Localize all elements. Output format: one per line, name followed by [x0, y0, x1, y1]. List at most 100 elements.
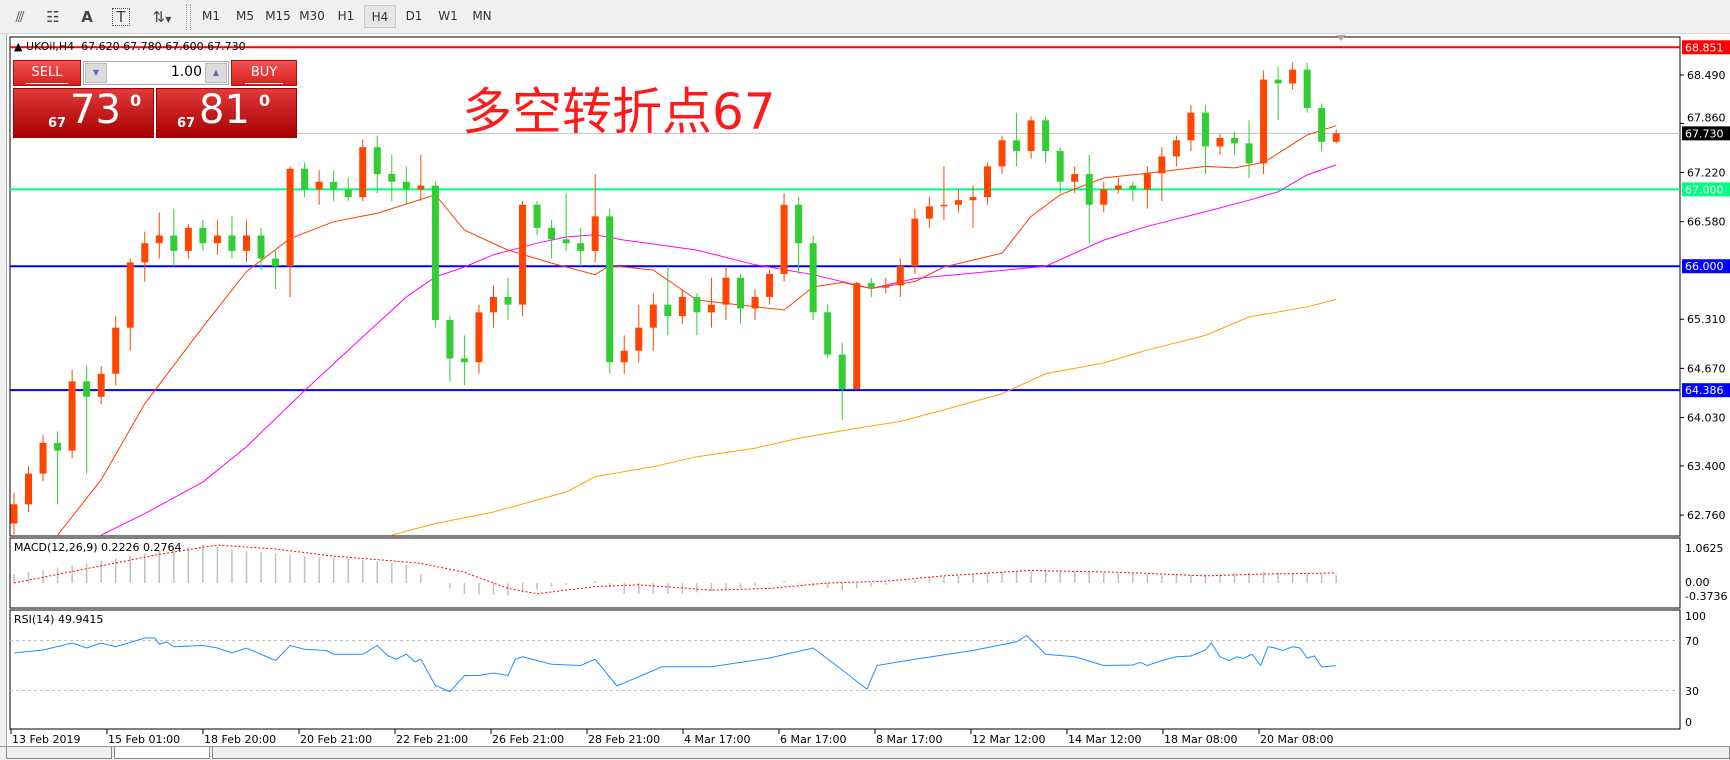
- candle-body: [417, 185, 425, 190]
- tab-timeframe-h1[interactable]: H1: [337, 9, 355, 23]
- tab-timeframe-h4[interactable]: H4: [364, 5, 396, 28]
- candle-body: [1129, 185, 1137, 190]
- tab-timeframe-m15[interactable]: M15: [265, 9, 291, 23]
- time-axis-label: 26 Feb 21:00: [492, 733, 564, 746]
- candle-body: [1332, 133, 1340, 142]
- candle-body: [1289, 69, 1297, 84]
- candle-body: [126, 262, 134, 328]
- buy-price-box[interactable]: 67 81 0: [156, 87, 297, 138]
- chart-annotation-text[interactable]: 多空转折点67: [462, 83, 776, 141]
- candle-body: [170, 235, 178, 251]
- price-axis-label: 67.860: [1687, 111, 1726, 124]
- price-level-badge: [1682, 40, 1730, 55]
- candle-body: [68, 381, 76, 451]
- candle-body: [315, 181, 323, 190]
- candle-body: [1158, 156, 1166, 174]
- candle-body: [388, 174, 396, 182]
- candle-body: [707, 304, 715, 313]
- price-plot: [10, 46, 1680, 536]
- lot-decrease-icon[interactable]: ▼: [85, 63, 107, 83]
- chart-tab-active[interactable]: [114, 747, 210, 759]
- text-icon[interactable]: A: [81, 8, 93, 26]
- time-axis-label: 14 Mar 12:00: [1068, 733, 1141, 746]
- candle-body: [591, 216, 599, 251]
- candle-body: [766, 273, 774, 297]
- candle-body: [10, 504, 18, 524]
- price-axis-label: 68.490: [1687, 69, 1726, 82]
- tab-timeframe-mn[interactable]: MN: [472, 9, 492, 23]
- grid-lines-icon[interactable]: ⫻: [15, 8, 25, 26]
- time-axis-label: 6 Mar 17:00: [780, 733, 846, 746]
- macd-label: MACD(12,26,9) 0.2226 0.2764: [14, 541, 182, 554]
- candle-body: [344, 189, 352, 198]
- candle-body: [620, 350, 628, 363]
- candle-body: [272, 258, 280, 267]
- price-level-label: 64.386: [1685, 384, 1724, 397]
- tab-timeframe-m1[interactable]: M1: [202, 9, 220, 23]
- buy-button[interactable]: BUY: [231, 60, 297, 86]
- time-axis-label: 20 Feb 21:00: [300, 733, 372, 746]
- price-level-label: 66.000: [1685, 260, 1724, 273]
- lot-size-value: 1.00: [170, 64, 202, 80]
- tab-timeframe-m5[interactable]: M5: [236, 9, 254, 23]
- chart-header: ▲ UKOil,H4 67.620 67.780 67.600 67.730: [14, 40, 246, 53]
- tab-timeframe-w1[interactable]: W1: [438, 9, 458, 23]
- candle-body: [301, 168, 309, 190]
- lot-increase-icon[interactable]: ▲: [205, 63, 227, 83]
- candle-body: [1143, 173, 1151, 190]
- sell-price-box[interactable]: 67 73 0: [13, 87, 154, 138]
- candle-body: [737, 277, 744, 309]
- candle-body: [1245, 143, 1253, 164]
- sell-button[interactable]: SELL: [13, 60, 81, 86]
- candle-body: [809, 243, 817, 313]
- candle-body: [213, 235, 221, 244]
- candle-body: [1201, 112, 1209, 147]
- candle-body: [533, 204, 541, 228]
- chart-tab[interactable]: [6, 747, 112, 759]
- arrows-dropdown-icon[interactable]: ⇅▼: [145, 6, 179, 28]
- lot-size-input[interactable]: ▼ 1.00 ▲: [83, 61, 229, 85]
- candle-body: [1114, 185, 1122, 190]
- candle-body: [577, 243, 585, 251]
- price-axis-label: 64.670: [1687, 362, 1726, 375]
- moving-average-mid: [100, 164, 1337, 536]
- sell-price-fraction: 0: [130, 91, 142, 110]
- rsi-axis-label: 70: [1685, 635, 1699, 648]
- candle-body: [54, 442, 62, 451]
- sell-label: SELL: [25, 63, 69, 84]
- candle-body: [402, 181, 410, 190]
- candle-body: [664, 304, 672, 317]
- tab-timeframe-d1[interactable]: D1: [405, 9, 423, 23]
- fibonacci-icon[interactable]: ☷: [46, 8, 60, 26]
- one-click-trading-panel: SELL ▼ 1.00 ▲ BUY 67 73 0 67 81 0: [13, 60, 297, 138]
- moving-average-slow: [391, 298, 1337, 536]
- candle-body: [460, 358, 468, 363]
- candle-body: [1027, 120, 1035, 152]
- chart-tab[interactable]: [212, 747, 1730, 759]
- candle-body: [838, 354, 846, 390]
- rsi-axis-label: 30: [1685, 685, 1699, 698]
- candle-body: [286, 168, 294, 267]
- time-axis-label: 18 Feb 20:00: [204, 733, 276, 746]
- candle-body: [1100, 189, 1108, 205]
- candle-body: [373, 147, 381, 175]
- time-axis-label: 28 Feb 21:00: [588, 733, 660, 746]
- price-level-label: 67.000: [1685, 183, 1724, 196]
- buy-price-big: 67: [177, 116, 196, 131]
- time-axis-label: 15 Feb 01:00: [108, 733, 180, 746]
- time-axis-label: 22 Feb 21:00: [396, 733, 468, 746]
- candle-body: [431, 185, 439, 320]
- macd-signal-line: [13, 544, 1337, 595]
- arrows-icon: ⇅: [152, 8, 166, 26]
- text-label-icon[interactable]: T: [112, 8, 130, 26]
- candle-body: [722, 277, 730, 305]
- time-axis-label: 18 Mar 08:00: [1164, 733, 1237, 746]
- tab-timeframe-m30[interactable]: M30: [299, 9, 325, 23]
- price-axis-label: 64.030: [1687, 412, 1726, 425]
- buy-price-fraction: 0: [259, 91, 271, 110]
- candle-body: [1172, 140, 1180, 157]
- candle-body: [228, 235, 236, 251]
- macd-axis-label: 0.00: [1685, 576, 1710, 589]
- macd-pane: [9, 537, 1681, 609]
- rsi-pane: [9, 609, 1681, 730]
